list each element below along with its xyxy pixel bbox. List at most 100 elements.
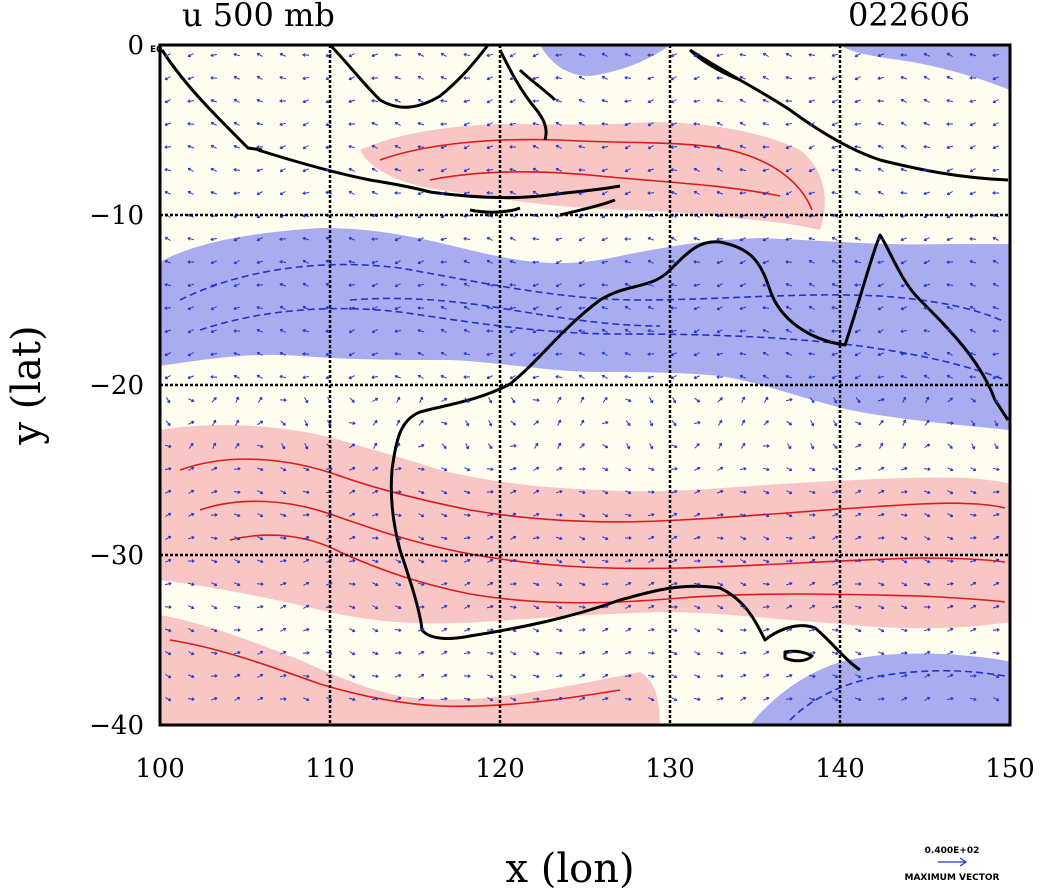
- plot-frame: [158, 43, 1012, 727]
- wind-vector: [993, 674, 999, 678]
- wind-vector-head: [812, 674, 816, 679]
- wind-vector: [739, 352, 747, 356]
- wind-vector: [256, 146, 264, 148]
- wind-vector-head: [854, 190, 858, 194]
- wind-vector-head: [927, 673, 931, 677]
- wind-vector-head: [670, 53, 674, 58]
- wind-vector: [211, 628, 217, 632]
- wind-vector-head: [463, 76, 467, 80]
- wind-vector-head: [697, 605, 701, 610]
- wind-vector: [396, 397, 400, 403]
- wind-vector: [373, 443, 377, 449]
- wind-vector-head: [877, 283, 881, 288]
- wind-vector: [555, 375, 563, 379]
- wind-vector: [625, 398, 631, 402]
- wind-vector-head: [210, 167, 214, 172]
- wind-vector: [878, 490, 884, 494]
- wind-vector: [810, 420, 814, 426]
- wind-vector: [303, 283, 309, 287]
- wind-vector: [693, 582, 701, 586]
- negative-top-right: [840, 45, 1010, 90]
- wind-vector: [417, 329, 425, 333]
- wind-vector-head: [325, 53, 329, 58]
- wind-vector-head: [904, 489, 908, 494]
- wind-vector-head: [604, 445, 609, 449]
- wind-vector-head: [236, 442, 240, 447]
- wind-vector: [602, 375, 608, 379]
- wind-vector: [671, 420, 677, 426]
- wind-vector-head: [467, 558, 471, 563]
- wind-vector-head: [858, 652, 862, 656]
- wind-vector-head: [509, 329, 513, 334]
- wind-vector: [371, 77, 379, 79]
- wind-vector: [417, 468, 425, 470]
- wind-vector: [302, 76, 310, 80]
- wind-vector-head: [306, 535, 310, 540]
- wind-vector: [970, 605, 976, 609]
- wind-vector-head: [601, 374, 605, 379]
- wind-vector-head: [785, 374, 789, 379]
- wind-vector: [672, 397, 676, 403]
- wind-vector-head: [214, 606, 218, 610]
- wind-vector: [924, 260, 930, 264]
- wind-vector-head: [463, 328, 467, 333]
- wind-vector: [280, 628, 286, 632]
- wind-vector-head: [720, 651, 724, 656]
- wind-vector-head: [187, 330, 191, 334]
- wind-vector-head: [555, 190, 559, 195]
- wind-vector: [648, 122, 654, 126]
- wind-vector-head: [214, 674, 218, 678]
- wind-vector-head: [490, 651, 494, 656]
- wind-vector: [901, 145, 907, 149]
- wind-vector: [694, 513, 700, 517]
- wind-vector: [832, 559, 838, 563]
- wind-vector-head: [260, 536, 264, 541]
- wind-vector-head: [417, 144, 421, 149]
- wind-vector: [578, 191, 586, 195]
- wind-vector-head: [831, 145, 835, 150]
- wind-vector-head: [946, 52, 950, 56]
- wind-vector: [303, 697, 309, 701]
- wind-vector: [786, 145, 792, 149]
- wind-vector: [165, 53, 171, 57]
- wind-vector: [808, 675, 816, 677]
- wind-vector-head: [555, 260, 559, 265]
- wind-vector-head: [371, 307, 375, 311]
- wind-vector: [832, 53, 838, 57]
- wind-vector-head: [306, 581, 310, 585]
- wind-vector: [900, 76, 908, 80]
- wind-vector-head: [371, 144, 375, 148]
- wind-vector: [257, 697, 263, 701]
- wind-vector-head: [831, 375, 835, 380]
- wind-vector-head: [624, 328, 628, 332]
- wind-vector: [464, 145, 470, 149]
- wind-vector-head: [325, 282, 329, 287]
- wind-vector-head: [417, 306, 421, 310]
- wind-vector-head: [578, 283, 582, 288]
- wind-vector-head: [187, 76, 191, 81]
- wind-vector-head: [279, 351, 283, 356]
- wind-vector-head: [693, 99, 697, 104]
- negative-u-regions: [160, 45, 1010, 725]
- wind-vector-head: [279, 305, 283, 309]
- wind-vector-head: [969, 236, 973, 241]
- wind-vector-head: [835, 651, 839, 656]
- wind-vector: [832, 375, 838, 379]
- wind-vector-head: [812, 558, 816, 563]
- wind-vector: [211, 168, 217, 172]
- wind-vector: [487, 260, 493, 264]
- wind-vector: [763, 375, 769, 379]
- wind-vector: [372, 306, 378, 310]
- wind-vector-head: [601, 351, 605, 355]
- wind-vector: [740, 375, 746, 379]
- wind-vector-head: [973, 468, 977, 472]
- wind-vector: [486, 605, 494, 609]
- wind-vector-head: [994, 400, 999, 404]
- wind-vector: [487, 99, 493, 103]
- wind-vector: [763, 99, 769, 103]
- wind-vector-head: [279, 192, 283, 196]
- wind-vector-head: [417, 374, 421, 378]
- wind-vector: [786, 651, 792, 655]
- wind-vector: [510, 397, 516, 403]
- wind-vector-head: [260, 650, 264, 654]
